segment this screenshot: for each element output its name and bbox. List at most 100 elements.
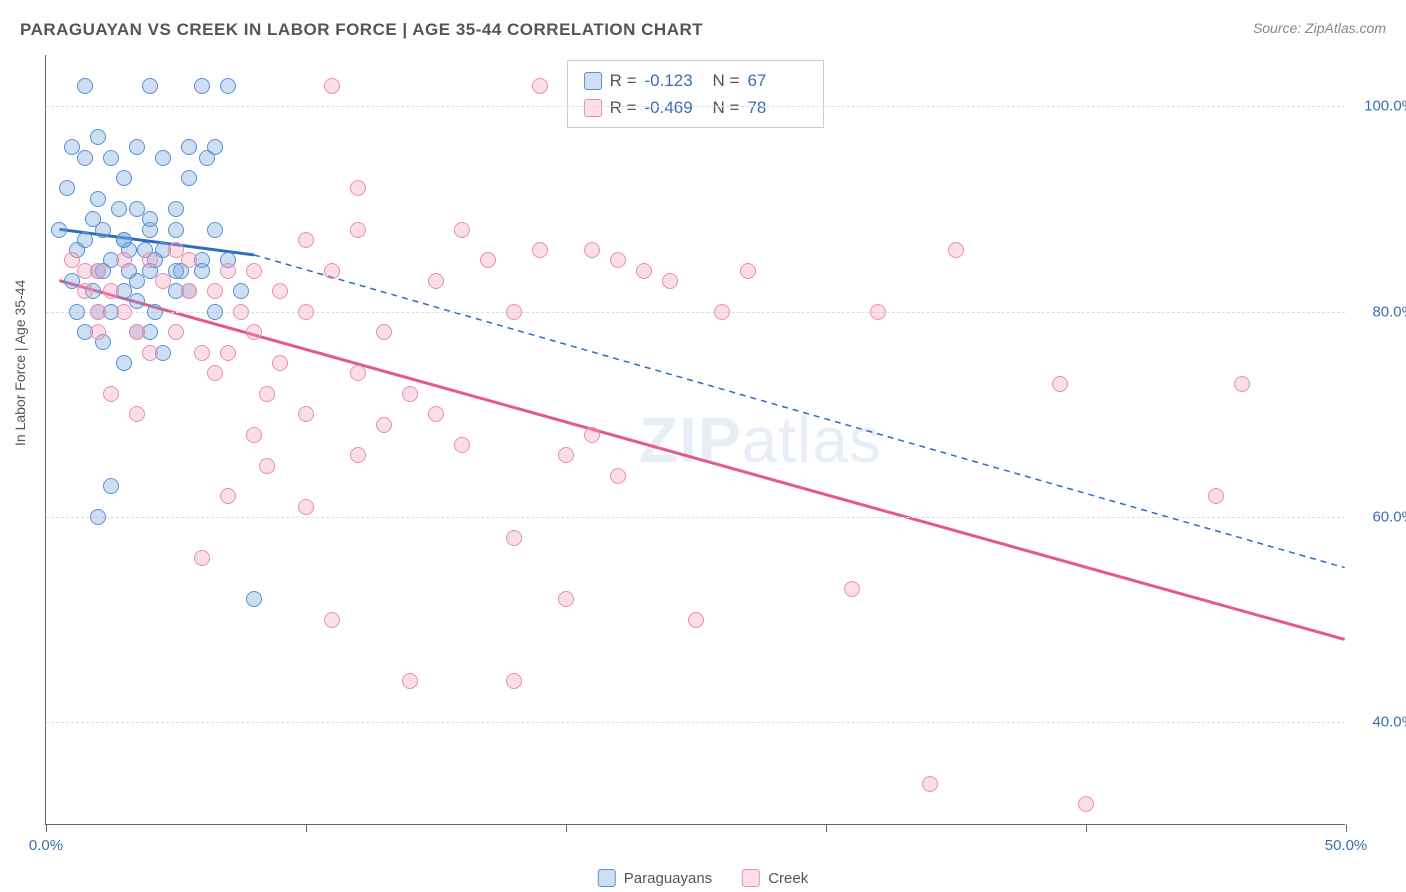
scatter-point-creek bbox=[350, 222, 366, 238]
scatter-point-paraguayans bbox=[90, 509, 106, 525]
bottom-legend-item-2: Creek bbox=[742, 869, 808, 887]
bottom-legend-item-1: Paraguayans bbox=[598, 869, 712, 887]
scatter-point-creek bbox=[506, 673, 522, 689]
scatter-point-creek bbox=[298, 499, 314, 515]
chart-title: PARAGUAYAN VS CREEK IN LABOR FORCE | AGE… bbox=[20, 20, 703, 40]
n-value-2: 78 bbox=[747, 94, 807, 121]
trend-lines-svg bbox=[46, 55, 1345, 824]
scatter-point-paraguayans bbox=[103, 478, 119, 494]
gridline-h bbox=[46, 722, 1345, 723]
scatter-point-creek bbox=[688, 612, 704, 628]
scatter-point-creek bbox=[181, 252, 197, 268]
x-tick-mark bbox=[1086, 824, 1087, 832]
scatter-point-paraguayans bbox=[194, 263, 210, 279]
scatter-point-creek bbox=[298, 304, 314, 320]
scatter-point-creek bbox=[220, 488, 236, 504]
scatter-point-creek bbox=[77, 263, 93, 279]
scatter-point-creek bbox=[636, 263, 652, 279]
scatter-point-creek bbox=[103, 386, 119, 402]
scatter-point-creek bbox=[233, 304, 249, 320]
scatter-point-creek bbox=[272, 283, 288, 299]
scatter-point-paraguayans bbox=[207, 139, 223, 155]
scatter-point-paraguayans bbox=[116, 232, 132, 248]
scatter-point-creek bbox=[207, 365, 223, 381]
scatter-point-creek bbox=[246, 263, 262, 279]
scatter-point-paraguayans bbox=[90, 191, 106, 207]
scatter-point-creek bbox=[454, 222, 470, 238]
scatter-point-creek bbox=[662, 273, 678, 289]
scatter-point-paraguayans bbox=[77, 232, 93, 248]
scatter-point-creek bbox=[870, 304, 886, 320]
scatter-point-creek bbox=[77, 283, 93, 299]
scatter-point-paraguayans bbox=[181, 139, 197, 155]
scatter-point-creek bbox=[610, 252, 626, 268]
scatter-point-creek bbox=[584, 427, 600, 443]
scatter-point-paraguayans bbox=[207, 304, 223, 320]
legend-stats-row-1: R = -0.123 N = 67 bbox=[584, 67, 808, 94]
n-value-1: 67 bbox=[747, 67, 807, 94]
scatter-point-paraguayans bbox=[103, 150, 119, 166]
scatter-point-paraguayans bbox=[111, 201, 127, 217]
legend-stats-box: R = -0.123 N = 67 R = -0.469 N = 78 bbox=[567, 60, 825, 128]
scatter-point-creek bbox=[324, 612, 340, 628]
scatter-point-creek bbox=[181, 283, 197, 299]
legend-swatch-2 bbox=[584, 99, 602, 117]
scatter-point-creek bbox=[116, 252, 132, 268]
r-label-2: R = bbox=[610, 94, 637, 121]
scatter-point-paraguayans bbox=[77, 150, 93, 166]
scatter-point-creek bbox=[532, 242, 548, 258]
x-tick-mark bbox=[826, 824, 827, 832]
scatter-point-paraguayans bbox=[129, 139, 145, 155]
bottom-legend-label-1: Paraguayans bbox=[624, 870, 712, 887]
scatter-point-paraguayans bbox=[155, 150, 171, 166]
scatter-point-creek bbox=[90, 304, 106, 320]
y-tick-label: 40.0% bbox=[1355, 714, 1406, 731]
r-label-1: R = bbox=[610, 67, 637, 94]
scatter-point-creek bbox=[376, 324, 392, 340]
scatter-point-creek bbox=[207, 283, 223, 299]
source-attribution: Source: ZipAtlas.com bbox=[1253, 20, 1386, 36]
legend-stats-row-2: R = -0.469 N = 78 bbox=[584, 94, 808, 121]
scatter-point-creek bbox=[506, 530, 522, 546]
x-tick-mark bbox=[306, 824, 307, 832]
scatter-point-creek bbox=[298, 406, 314, 422]
x-tick-mark bbox=[1346, 824, 1347, 832]
scatter-point-paraguayans bbox=[77, 78, 93, 94]
r-value-2: -0.469 bbox=[645, 94, 705, 121]
scatter-point-creek bbox=[194, 550, 210, 566]
scatter-point-paraguayans bbox=[233, 283, 249, 299]
y-tick-label: 60.0% bbox=[1355, 509, 1406, 526]
r-value-1: -0.123 bbox=[645, 67, 705, 94]
scatter-point-creek bbox=[454, 437, 470, 453]
bottom-legend: Paraguayans Creek bbox=[598, 869, 808, 887]
watermark: ZIPatlas bbox=[639, 403, 882, 477]
scatter-point-paraguayans bbox=[194, 78, 210, 94]
scatter-point-creek bbox=[324, 263, 340, 279]
x-tick-mark bbox=[46, 824, 47, 832]
watermark-rest: atlas bbox=[742, 404, 882, 476]
scatter-point-creek bbox=[584, 242, 600, 258]
scatter-point-creek bbox=[259, 386, 275, 402]
scatter-point-creek bbox=[129, 324, 145, 340]
scatter-point-creek bbox=[103, 283, 119, 299]
y-tick-label: 100.0% bbox=[1355, 98, 1406, 115]
scatter-point-creek bbox=[129, 406, 145, 422]
y-axis-label: In Labor Force | Age 35-44 bbox=[12, 280, 28, 446]
scatter-point-creek bbox=[480, 252, 496, 268]
scatter-point-paraguayans bbox=[90, 129, 106, 145]
scatter-point-creek bbox=[1078, 796, 1094, 812]
scatter-point-creek bbox=[90, 324, 106, 340]
n-label-2: N = bbox=[713, 94, 740, 121]
scatter-point-paraguayans bbox=[220, 78, 236, 94]
scatter-point-paraguayans bbox=[168, 222, 184, 238]
scatter-point-paraguayans bbox=[207, 222, 223, 238]
scatter-point-creek bbox=[506, 304, 522, 320]
scatter-point-creek bbox=[142, 345, 158, 361]
scatter-point-creek bbox=[740, 263, 756, 279]
scatter-point-creek bbox=[1234, 376, 1250, 392]
x-tick-label: 0.0% bbox=[29, 837, 63, 854]
scatter-point-creek bbox=[246, 324, 262, 340]
scatter-point-creek bbox=[246, 427, 262, 443]
scatter-point-creek bbox=[922, 776, 938, 792]
scatter-point-creek bbox=[194, 345, 210, 361]
